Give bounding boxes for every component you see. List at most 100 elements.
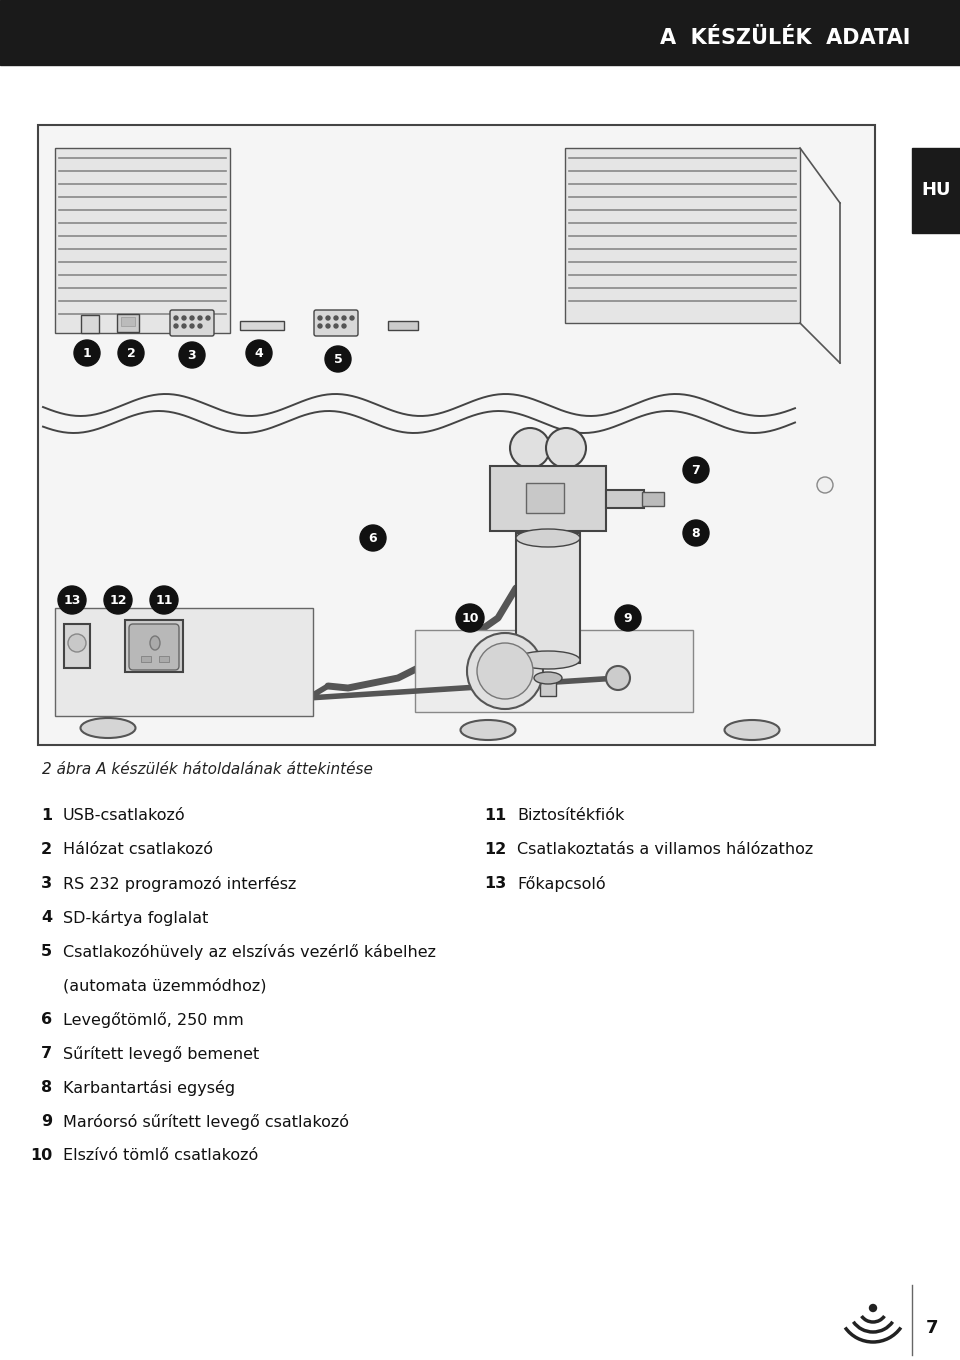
Circle shape	[683, 457, 709, 483]
Bar	[81, 316, 99, 333]
FancyBboxPatch shape	[314, 310, 358, 336]
Bar	[117, 314, 139, 332]
Text: (automata üzemmódhoz): (automata üzemmódhoz)	[63, 978, 267, 994]
Circle shape	[104, 586, 132, 613]
Text: 7: 7	[691, 464, 701, 477]
Circle shape	[870, 1304, 876, 1311]
Bar	[125, 620, 183, 672]
Circle shape	[342, 324, 346, 328]
Circle shape	[174, 324, 178, 328]
Bar	[606, 490, 644, 509]
Bar	[415, 630, 693, 713]
Circle shape	[326, 324, 330, 328]
Circle shape	[182, 324, 186, 328]
Ellipse shape	[81, 718, 135, 738]
Text: 11: 11	[484, 808, 506, 823]
Bar	[0, 0, 960, 65]
Circle shape	[350, 316, 354, 320]
Text: 5: 5	[334, 354, 343, 366]
Text: 2: 2	[41, 842, 52, 857]
Bar	[490, 466, 606, 530]
Circle shape	[477, 643, 533, 699]
Circle shape	[510, 428, 550, 468]
Text: Főkapcsoló: Főkapcsoló	[517, 876, 606, 892]
Text: 13: 13	[63, 594, 81, 607]
Circle shape	[74, 340, 100, 366]
Text: 7: 7	[41, 1046, 52, 1061]
Text: 1: 1	[83, 347, 91, 360]
Text: 2 ábra A készülék hátoldalának áttekintése: 2 ábra A készülék hátoldalának áttekinté…	[42, 762, 372, 777]
Ellipse shape	[725, 719, 780, 740]
Circle shape	[467, 632, 543, 709]
Text: 12: 12	[109, 594, 127, 607]
Text: 8: 8	[41, 1080, 52, 1095]
Circle shape	[179, 341, 205, 369]
Text: A  KÉSZÜLÉK  ADATAI: A KÉSZÜLÉK ADATAI	[660, 29, 910, 48]
Circle shape	[683, 520, 709, 545]
FancyBboxPatch shape	[129, 624, 179, 670]
FancyBboxPatch shape	[170, 310, 214, 336]
Bar	[388, 321, 418, 330]
Circle shape	[118, 340, 144, 366]
Text: 6: 6	[41, 1012, 52, 1027]
Circle shape	[325, 345, 351, 373]
Text: RS 232 programozó interfész: RS 232 programozó interfész	[63, 876, 297, 892]
Circle shape	[190, 316, 194, 320]
Bar	[55, 148, 230, 333]
Ellipse shape	[150, 636, 160, 650]
Text: USB-csatlakozó: USB-csatlakozó	[63, 808, 185, 823]
Circle shape	[182, 316, 186, 320]
Text: 3: 3	[188, 350, 196, 362]
Text: Csatlakozóhüvely az elszívás vezérlő kábelhez: Csatlakozóhüvely az elszívás vezérlő káb…	[63, 944, 436, 960]
Text: 5: 5	[41, 944, 52, 959]
Circle shape	[58, 586, 86, 613]
Bar	[526, 483, 564, 513]
Circle shape	[606, 666, 630, 690]
Bar	[141, 656, 151, 662]
Text: 4: 4	[41, 910, 52, 925]
Text: Hálózat csatlakozó: Hálózat csatlakozó	[63, 842, 213, 857]
Circle shape	[342, 316, 346, 320]
Circle shape	[318, 316, 322, 320]
Circle shape	[326, 316, 330, 320]
Bar	[38, 125, 875, 745]
Text: HU: HU	[922, 181, 950, 199]
Circle shape	[246, 340, 272, 366]
Bar	[121, 317, 135, 326]
Text: 10: 10	[461, 612, 479, 626]
Text: 4: 4	[254, 347, 263, 360]
Circle shape	[68, 634, 86, 651]
Circle shape	[206, 316, 210, 320]
Text: Levegőtömlő, 250 mm: Levegőtömlő, 250 mm	[63, 1012, 244, 1028]
Text: Sűrített levegő bemenet: Sűrített levegő bemenet	[63, 1046, 259, 1062]
Circle shape	[334, 316, 338, 320]
Bar	[516, 533, 580, 664]
Circle shape	[198, 316, 202, 320]
Bar	[240, 321, 284, 330]
Text: 13: 13	[484, 876, 506, 891]
Bar	[55, 608, 313, 715]
Ellipse shape	[516, 529, 580, 547]
Text: Maróorsó sűrített levegő csatlakozó: Maróorsó sűrített levegő csatlakozó	[63, 1114, 349, 1130]
Circle shape	[546, 428, 586, 468]
Ellipse shape	[461, 719, 516, 740]
Text: 12: 12	[484, 842, 506, 857]
Bar	[64, 624, 90, 668]
Text: 11: 11	[156, 594, 173, 607]
Circle shape	[318, 324, 322, 328]
Text: 9: 9	[624, 612, 633, 626]
Circle shape	[198, 324, 202, 328]
Text: 9: 9	[41, 1114, 52, 1129]
Circle shape	[360, 525, 386, 551]
Ellipse shape	[516, 651, 580, 669]
Text: Csatlakoztatás a villamos hálózathoz: Csatlakoztatás a villamos hálózathoz	[517, 842, 813, 857]
Ellipse shape	[534, 672, 562, 684]
Text: Karbantartási egység: Karbantartási egység	[63, 1080, 235, 1096]
Text: 6: 6	[369, 532, 377, 545]
Circle shape	[456, 604, 484, 632]
Circle shape	[817, 477, 833, 494]
Text: 1: 1	[41, 808, 52, 823]
Bar	[912, 148, 960, 233]
Text: 7: 7	[925, 1319, 938, 1337]
Bar	[540, 679, 556, 696]
